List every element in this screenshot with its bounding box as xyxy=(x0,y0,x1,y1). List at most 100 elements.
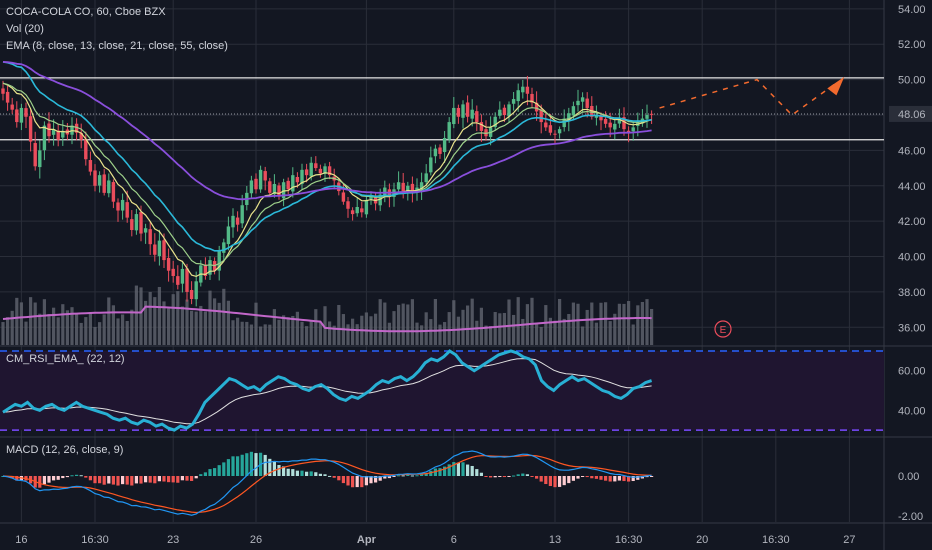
volume-bar xyxy=(286,317,290,345)
macd-histogram-bar xyxy=(15,476,19,481)
candle-body xyxy=(235,217,240,225)
candle-body xyxy=(576,100,580,106)
candle-body xyxy=(599,115,603,121)
candle-body xyxy=(410,183,415,193)
macd-histogram-bar xyxy=(52,476,56,481)
volume-bar xyxy=(378,299,382,345)
macd-histogram-bar xyxy=(61,476,65,479)
volume-bar xyxy=(493,312,497,345)
support-resistance-lines[interactable] xyxy=(0,77,884,141)
volume-bar xyxy=(75,314,79,345)
legend-ema[interactable]: EMA (8, close, 13, close, 21, close, 55,… xyxy=(6,40,228,52)
candle-body xyxy=(33,143,37,167)
legend-macd[interactable]: MACD (12, 26, close, 9) xyxy=(6,444,124,456)
macd-histogram-bar xyxy=(93,476,97,484)
macd-histogram-bar xyxy=(544,476,548,485)
volume-bar xyxy=(157,286,161,345)
macd-histogram-bar xyxy=(438,468,442,476)
volume-bar xyxy=(401,303,405,345)
candle-body xyxy=(521,86,525,93)
volume-bar xyxy=(383,302,387,345)
candle-body xyxy=(594,115,599,118)
candle-body xyxy=(539,109,543,123)
volume-bar xyxy=(318,322,322,345)
volume-bar xyxy=(470,298,474,345)
time-axis-label: 13 xyxy=(549,534,561,546)
volume-bar xyxy=(47,313,51,345)
macd-histogram-bar xyxy=(548,476,552,487)
macd-histogram-bar xyxy=(576,476,580,479)
candle-body xyxy=(15,109,19,123)
volume-bar xyxy=(323,306,327,345)
candle-body xyxy=(74,123,79,133)
volume-bar xyxy=(295,311,299,345)
legend-volume[interactable]: Vol (20) xyxy=(6,23,44,35)
macd-histogram-bar xyxy=(622,476,626,482)
macd-histogram-bar xyxy=(645,476,649,478)
macd-histogram-bar xyxy=(650,476,654,477)
candle-body xyxy=(622,117,626,130)
candle-body xyxy=(603,118,608,124)
volume-bar xyxy=(167,308,171,345)
candle-body xyxy=(185,268,189,292)
volume-bar xyxy=(56,317,60,345)
volume-bar xyxy=(314,309,318,345)
macd-histogram-bar xyxy=(341,476,345,484)
rsi-axis-label: 40.00 xyxy=(898,405,926,417)
macd-histogram-bar xyxy=(190,476,194,481)
rsi-pane xyxy=(0,349,884,432)
volume-bar xyxy=(502,312,506,345)
volume-bar xyxy=(194,311,198,345)
legend-symbol[interactable]: COCA-COLA CO, 60, Cboe BZX xyxy=(6,6,166,18)
candle-body xyxy=(507,104,511,117)
macd-histogram-bar xyxy=(452,462,456,476)
macd-histogram-bar xyxy=(111,476,115,485)
price-axis-label: 42.00 xyxy=(898,216,926,228)
volume-bar xyxy=(208,290,212,345)
candle-body xyxy=(502,107,507,115)
volume-bar xyxy=(217,302,221,345)
projection-drawing[interactable] xyxy=(659,76,845,116)
legend-rsi[interactable]: CM_RSI_EMA_ (22, 12) xyxy=(6,353,125,365)
volume-bar xyxy=(88,312,92,345)
volume-bar xyxy=(594,322,598,345)
volume-bar xyxy=(337,304,341,345)
volume-bar xyxy=(98,322,102,345)
time-axis-label: 16:30 xyxy=(615,534,643,546)
macd-histogram-bar xyxy=(475,469,479,476)
macd-histogram-bar xyxy=(199,474,203,476)
candle-body xyxy=(557,129,562,134)
volume-bar xyxy=(355,324,359,345)
candle-body xyxy=(323,166,327,174)
time-axis-label: 16:30 xyxy=(81,534,109,546)
candle-body xyxy=(240,205,244,224)
macd-histogram-bar xyxy=(535,476,539,479)
candle-body xyxy=(10,104,14,110)
macd-histogram-bar xyxy=(162,476,166,482)
volume-bar xyxy=(107,297,111,345)
candle-body xyxy=(153,244,157,255)
price-axis-label: 50.00 xyxy=(898,75,926,87)
candle-body xyxy=(102,174,106,193)
candle-body xyxy=(309,162,313,177)
macd-histogram-bar xyxy=(180,476,184,481)
volume-bar xyxy=(144,300,148,345)
ema-lines xyxy=(2,61,652,278)
candle-body xyxy=(562,118,566,128)
candle-body xyxy=(314,163,318,169)
macd-histogram-bar xyxy=(397,475,401,477)
macd-histogram-bar xyxy=(424,473,428,476)
volume-bar xyxy=(645,299,649,345)
macd-histogram-bar xyxy=(525,474,529,476)
candle-body xyxy=(134,214,139,231)
candle-body xyxy=(341,192,346,202)
candle-body xyxy=(447,122,451,140)
macd-histogram-bar xyxy=(300,470,304,476)
macd-histogram-bar xyxy=(121,476,125,485)
volume-bar xyxy=(571,302,575,345)
macd-histogram-bar xyxy=(245,453,249,476)
volume-bar xyxy=(33,302,37,345)
macd-histogram-bar xyxy=(516,474,520,476)
